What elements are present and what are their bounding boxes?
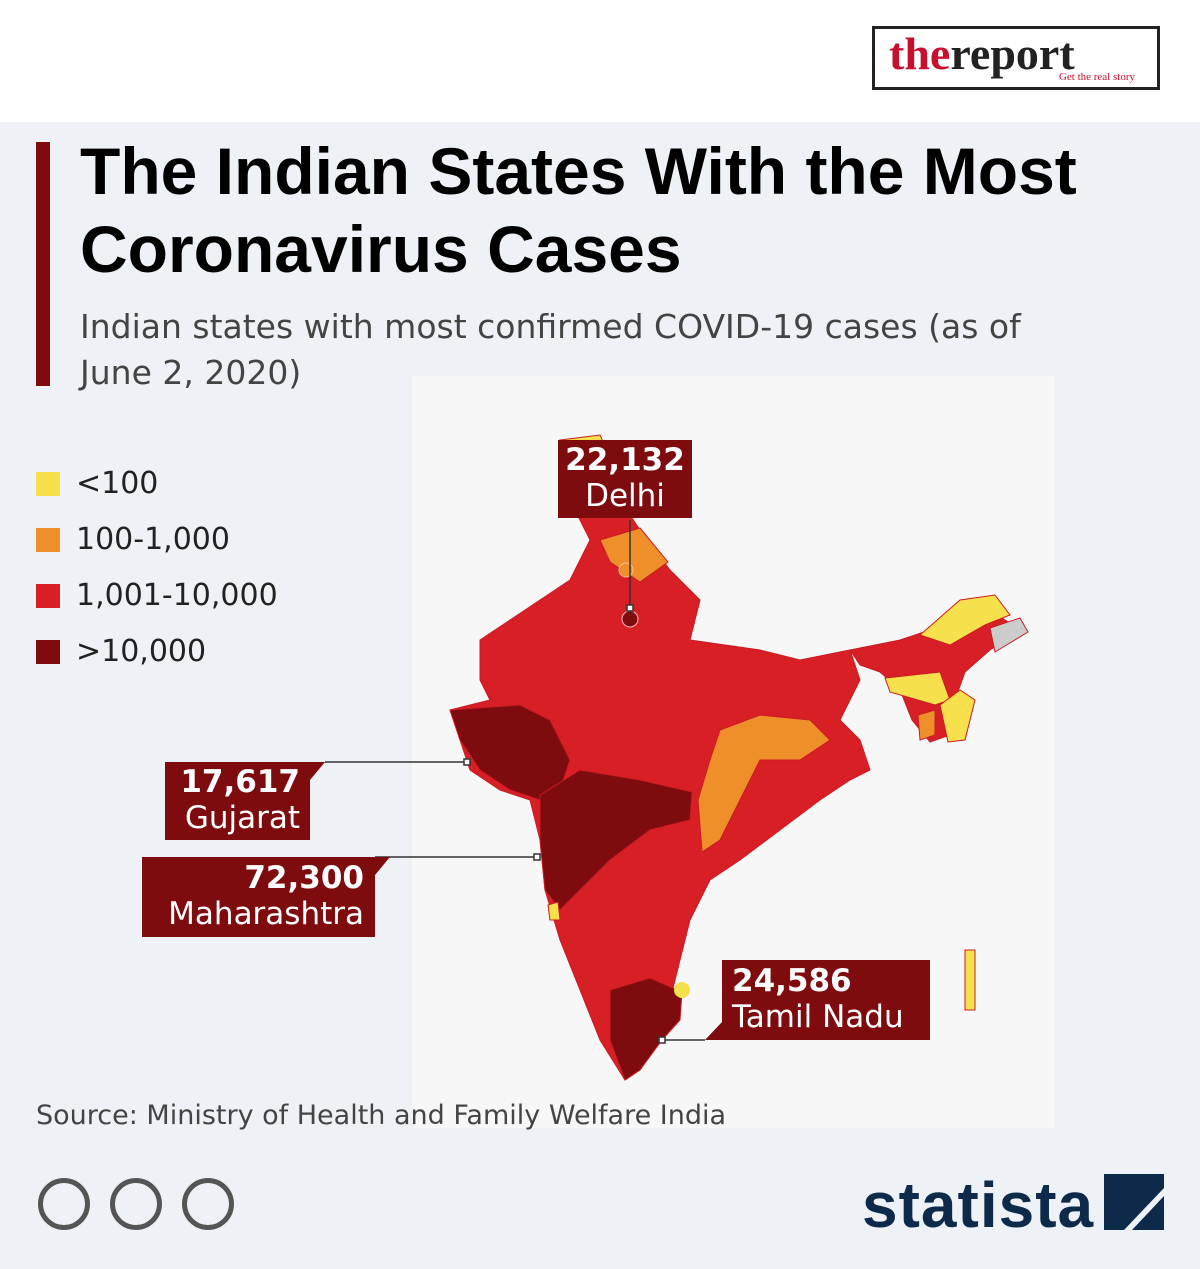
subtitle: Indian states with most confirmed COVID-… (80, 307, 1021, 392)
source: Source: Ministry of Health and Family We… (36, 1100, 727, 1131)
callout: 17,617 Gujarat (165, 764, 300, 836)
anchor (463, 758, 471, 766)
callout: 72,300 Maharashtra (142, 860, 364, 932)
callout-box (705, 960, 930, 1040)
anchor (626, 604, 634, 612)
anchor (533, 853, 541, 861)
region (884, 671, 951, 706)
region (939, 689, 976, 743)
header: thereport Get the real story (0, 0, 1200, 122)
callout-box (142, 857, 390, 937)
logo-tagline: Get the real story (1058, 71, 1135, 83)
callout: 24,586 Tamil Nadu (732, 963, 927, 1035)
callout-value: 22,132 (565, 442, 685, 478)
callout-value: 24,586 (732, 963, 852, 999)
legend-swatch (36, 584, 60, 608)
callout-label: Delhi (585, 478, 665, 514)
region (547, 901, 561, 921)
anchor (658, 1036, 666, 1044)
region (697, 714, 831, 853)
legend-swatch (36, 640, 60, 664)
title: The Indian States With the Most Coronavi… (80, 134, 1077, 286)
region (964, 949, 976, 1011)
region (917, 709, 936, 741)
license-icon (182, 1178, 234, 1230)
brand: statista (862, 1169, 1095, 1241)
callout-box (558, 440, 692, 518)
marker (674, 982, 690, 998)
title-accent (36, 142, 50, 386)
legend-label: <100 (76, 466, 159, 501)
marker (621, 610, 639, 628)
region (989, 617, 1029, 653)
region (599, 527, 669, 583)
license-icon (110, 1178, 162, 1230)
logo-the: the (889, 28, 951, 79)
callout-label: Maharashtra (168, 896, 364, 932)
legend-swatch (36, 528, 60, 552)
legend-swatch (36, 472, 60, 496)
logo: thereport Get the real story (872, 26, 1160, 90)
callout: 22,132 Delhi (558, 442, 692, 514)
callout-label: Gujarat (184, 800, 300, 836)
legend-label: 100-1,000 (76, 522, 230, 557)
callout-value: 72,300 (244, 860, 364, 896)
license-icon (38, 1178, 90, 1230)
brand-mark (1104, 1174, 1164, 1230)
region (539, 769, 693, 911)
callout-label: Tamil Nadu (732, 999, 904, 1035)
callout-box (165, 762, 325, 840)
marker (618, 562, 634, 578)
region (919, 594, 1011, 646)
legend-label: >10,000 (76, 634, 207, 669)
legend-label: 1,001-10,000 (76, 578, 278, 613)
region (609, 977, 683, 1081)
callout-value: 17,617 (180, 764, 300, 800)
logo-report: report (950, 28, 1075, 79)
